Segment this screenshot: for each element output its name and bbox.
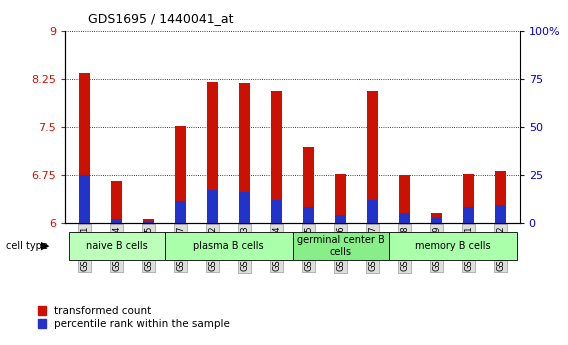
Bar <box>111 181 122 223</box>
Bar <box>335 174 346 223</box>
FancyBboxPatch shape <box>165 232 293 260</box>
FancyBboxPatch shape <box>389 232 516 260</box>
FancyBboxPatch shape <box>69 232 165 260</box>
Bar <box>271 199 282 223</box>
Legend: transformed count, percentile rank within the sample: transformed count, percentile rank withi… <box>34 302 235 333</box>
Text: GDS1695 / 1440041_at: GDS1695 / 1440041_at <box>88 12 233 25</box>
Bar <box>239 83 250 223</box>
Text: memory B cells: memory B cells <box>415 241 490 251</box>
Text: plasma B cells: plasma B cells <box>193 241 264 251</box>
Bar <box>367 91 378 223</box>
Text: naive B cells: naive B cells <box>86 241 147 251</box>
Bar <box>367 199 378 223</box>
Bar <box>463 174 474 223</box>
Text: cell type: cell type <box>6 241 48 251</box>
Bar <box>111 219 122 223</box>
Bar <box>431 213 442 223</box>
Bar <box>175 201 186 223</box>
Bar <box>79 175 90 223</box>
Bar <box>495 205 506 223</box>
Bar <box>303 207 314 223</box>
Bar <box>399 175 410 223</box>
Bar <box>175 126 186 223</box>
Bar <box>207 82 218 223</box>
Bar <box>207 190 218 223</box>
Bar <box>463 207 474 223</box>
FancyBboxPatch shape <box>293 232 389 260</box>
Bar <box>335 215 346 223</box>
Bar <box>431 217 442 223</box>
Bar <box>303 147 314 223</box>
Bar <box>143 219 154 223</box>
Bar <box>143 220 154 223</box>
Bar <box>79 72 90 223</box>
Bar <box>271 91 282 223</box>
Text: ▶: ▶ <box>41 241 49 251</box>
Bar <box>399 213 410 223</box>
Text: germinal center B
cells: germinal center B cells <box>296 235 385 257</box>
Bar <box>495 171 506 223</box>
Bar <box>239 192 250 223</box>
